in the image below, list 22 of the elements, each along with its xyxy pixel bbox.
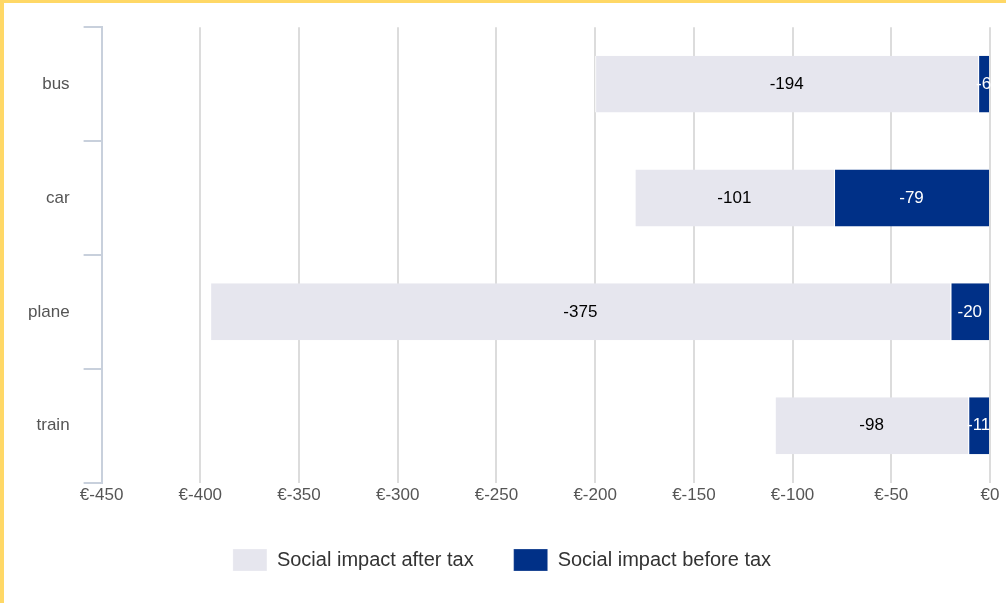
legend-label: Social impact after tax	[276, 547, 474, 570]
data-label: -101	[717, 187, 752, 207]
data-label: -79	[899, 187, 924, 207]
y-tick-label: train	[36, 415, 70, 435]
data-label: -375	[563, 301, 598, 321]
x-tick-label: €-400	[178, 485, 223, 505]
x-tick-label: €-200	[573, 485, 617, 505]
y-tick-label: plane	[27, 301, 70, 321]
x-tick-label: €-300	[375, 485, 420, 505]
legend-label: Social impact before tax	[557, 547, 772, 570]
x-tick-label: €-350	[277, 485, 321, 505]
x-tick-label: €-250	[474, 485, 519, 505]
x-tick-label: €-150	[672, 485, 716, 505]
data-label: -20	[957, 301, 983, 321]
data-label: -98	[859, 415, 884, 435]
data-label: -194	[769, 73, 804, 93]
x-tick-label: €0	[980, 485, 1000, 505]
x-tick-label: €-100	[770, 485, 815, 505]
y-tick-label: car	[45, 187, 70, 207]
x-tick-label: €-50	[874, 485, 909, 505]
y-tick-label: bus	[42, 73, 70, 93]
x-tick-label: €-450	[79, 485, 124, 505]
